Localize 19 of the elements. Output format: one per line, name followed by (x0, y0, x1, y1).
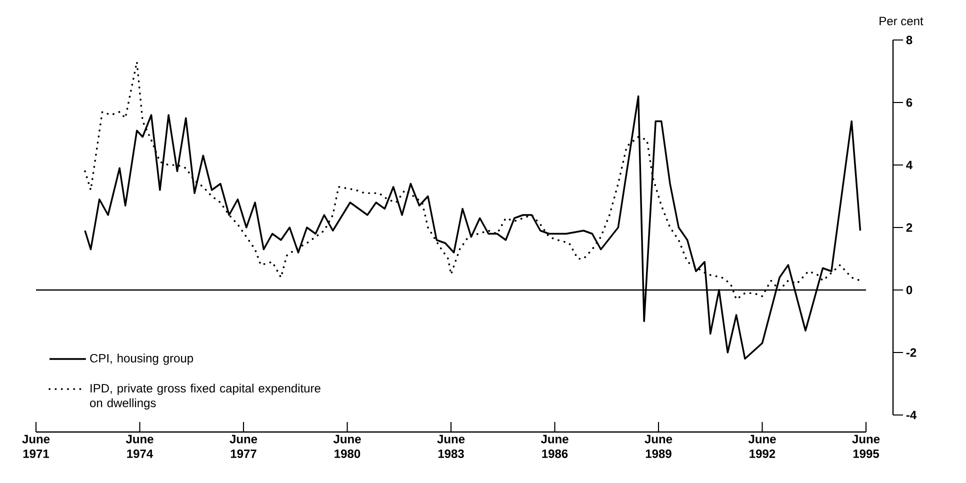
y-tick-label: 2 (906, 223, 912, 232)
x-tick-label: June 1977 (230, 434, 258, 458)
x-tick-label: June 1974 (126, 434, 154, 458)
x-tick-label: June 1995 (852, 434, 880, 458)
x-tick-label: June 1986 (540, 434, 568, 458)
y-tick-label: -4 (906, 410, 917, 420)
y-tick-label: 4 (906, 160, 913, 170)
y-tick-label: 0 (906, 286, 912, 294)
y-tick-label: 6 (906, 98, 912, 107)
x-tick-label: June 1971 (22, 434, 50, 458)
x-tick-label: June 1992 (748, 434, 776, 458)
x-tick-label: June 1980 (333, 434, 361, 458)
legend-label: CPI, housing group (90, 354, 194, 365)
y-axis-title: Per cent (880, 16, 924, 26)
x-tick-label: June 1989 (644, 434, 672, 458)
y-tick-label: -2 (906, 348, 916, 357)
legend-label: IPD, private gross fixed capital expenditure on dwellings (90, 384, 320, 410)
y-tick-label: 8 (906, 36, 912, 44)
x-tick-label: June 1983 (437, 434, 465, 458)
